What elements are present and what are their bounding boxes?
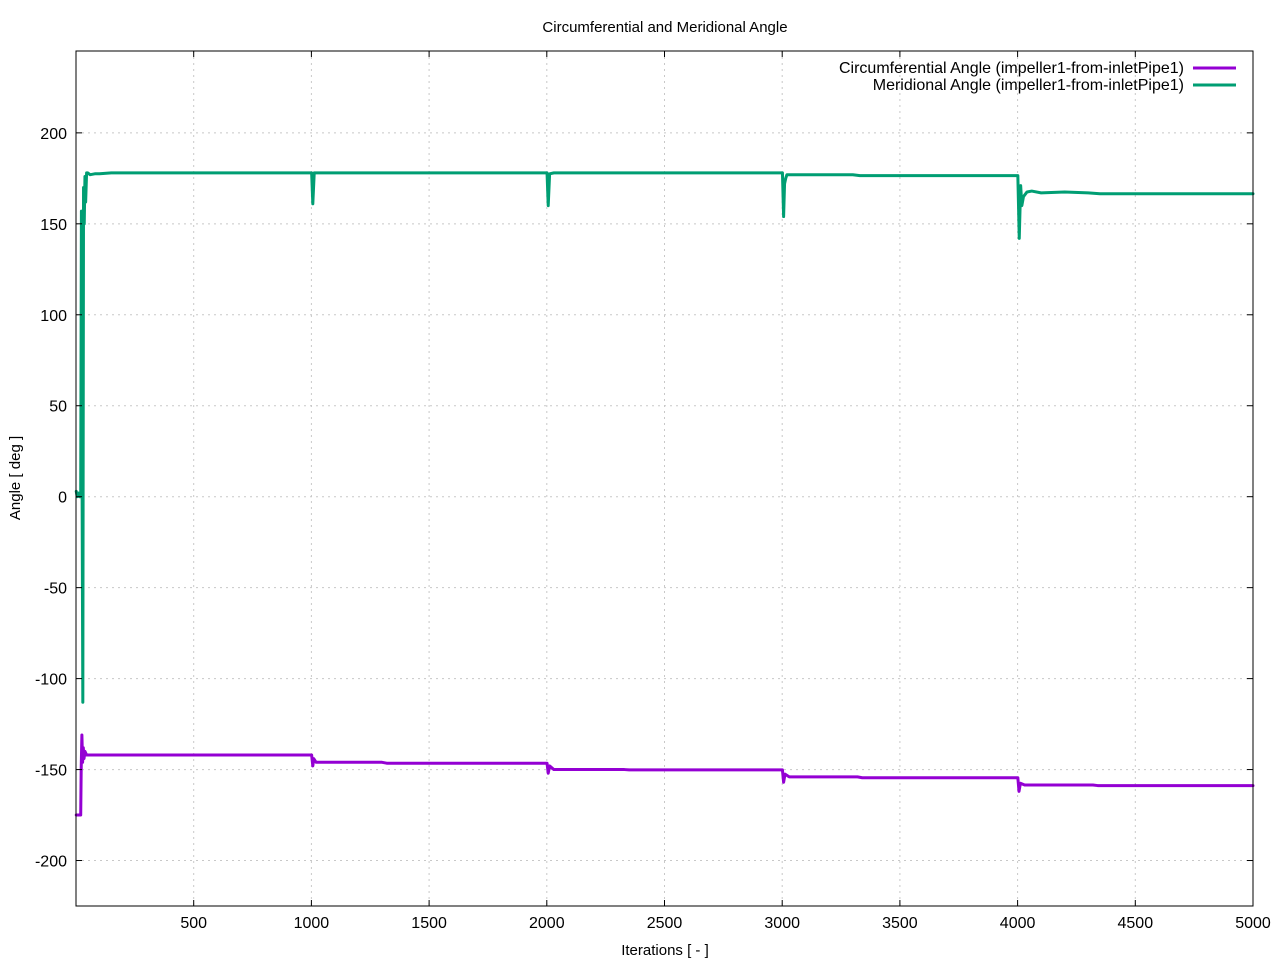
series-layer xyxy=(74,171,1255,817)
x-tick-label: 4500 xyxy=(1118,915,1154,932)
y-tick-label: 150 xyxy=(40,217,67,234)
series-line-circumferential xyxy=(74,733,1255,817)
series-line-meridional xyxy=(74,171,1255,704)
x-tick-label: 2000 xyxy=(529,915,565,932)
y-tick-label: 0 xyxy=(58,490,67,507)
x-axis-label: Iterations [ - ] xyxy=(621,942,709,959)
y-tick-label: -200 xyxy=(35,854,67,871)
y-tick-label: 100 xyxy=(40,308,67,325)
legend-label: Meridional Angle (impeller1-from-inletPi… xyxy=(873,77,1184,94)
grid-layer xyxy=(76,51,1254,906)
legend: Circumferential Angle (impeller1-from-in… xyxy=(839,60,1236,94)
x-tick-label: 1000 xyxy=(294,915,330,932)
chart-title: Circumferential and Meridional Angle xyxy=(542,19,787,36)
x-tick-label: 500 xyxy=(180,915,207,932)
y-tick-label: -150 xyxy=(35,763,67,780)
y-tick-label: -100 xyxy=(35,672,67,689)
y-tick-label: -50 xyxy=(44,581,67,598)
x-tick-label: 4000 xyxy=(1000,915,1036,932)
x-tick-label: 3500 xyxy=(882,915,918,932)
x-tick-label: 5000 xyxy=(1235,915,1271,932)
y-tick-label: 200 xyxy=(40,126,67,143)
x-tick-label: 2500 xyxy=(647,915,683,932)
ticks-layer: 500 1000 1500 2000 2500 3000 3500 4000 4500 5000-… xyxy=(35,51,1271,932)
y-tick-label: 50 xyxy=(49,399,67,416)
y-axis-label: Angle [ deg ] xyxy=(7,436,24,520)
x-tick-label: 3000 xyxy=(764,915,800,932)
legend-label: Circumferential Angle (impeller1-from-in… xyxy=(839,60,1184,77)
x-tick-label: 1500 xyxy=(411,915,447,932)
